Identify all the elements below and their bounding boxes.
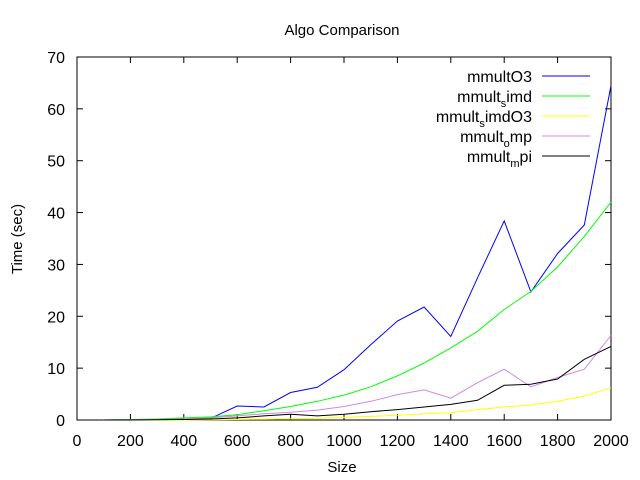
x-tick-label: 200: [117, 433, 144, 450]
y-axis-label: Time (sec): [9, 204, 26, 274]
y-tick-label: 50: [47, 154, 65, 171]
plot-area: 0 200 400 600 800 1000 1200 1400 1600 1800 2000 0 10…: [47, 50, 629, 450]
legend-label-0: mmultO3: [467, 69, 532, 86]
series-line-1: [103, 201, 612, 421]
x-tick-label: 1200: [380, 433, 416, 450]
legend-label-4: mmultmpi: [467, 149, 532, 170]
series-line-3: [103, 335, 612, 421]
y-tick-label: 10: [47, 361, 65, 378]
chart-title: Algo Comparison: [284, 22, 399, 39]
x-tick-label: 1800: [540, 433, 576, 450]
y-tick-label: 30: [47, 257, 65, 274]
x-tick-label: 400: [170, 433, 197, 450]
x-tick-label: 600: [224, 433, 251, 450]
y-tick-label: 60: [47, 102, 65, 119]
x-axis-label: Size: [327, 459, 356, 476]
series-line-0: [103, 85, 612, 421]
series-line-4: [103, 345, 612, 421]
y-tick-label: 40: [47, 206, 65, 223]
x-tick-label: 0: [73, 433, 82, 450]
series-line-2: [103, 387, 612, 421]
x-tick-label: 800: [277, 433, 304, 450]
legend-label-3: mmultomp: [460, 129, 532, 150]
y-tick-label: 0: [56, 413, 65, 430]
x-tick-label: 1000: [326, 433, 362, 450]
x-tick-label: 1400: [433, 433, 469, 450]
y-tick-label: 70: [47, 50, 65, 67]
x-tick-label: 1600: [486, 433, 522, 450]
legend-label-1: mmultsimd: [457, 89, 532, 110]
y-tick-label: 20: [47, 309, 65, 326]
x-tick-label: 2000: [593, 433, 629, 450]
legend-label-2: mmultsimdO3: [436, 109, 532, 130]
